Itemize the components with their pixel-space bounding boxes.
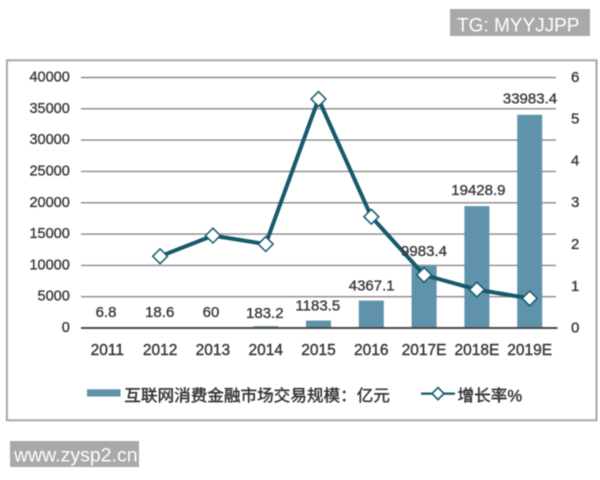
svg-text:0: 0 [571, 320, 579, 337]
svg-text:25000: 25000 [29, 163, 69, 179]
svg-text:2017E: 2017E [402, 342, 447, 359]
svg-text:183.2: 183.2 [246, 305, 284, 322]
svg-text:4367.1: 4367.1 [349, 278, 395, 295]
svg-text:10000: 10000 [29, 257, 69, 273]
svg-text:60: 60 [203, 304, 220, 321]
svg-text:%: % [507, 386, 522, 405]
svg-text:2: 2 [571, 236, 579, 253]
svg-text:3: 3 [571, 194, 579, 211]
svg-text:2014: 2014 [248, 342, 283, 359]
svg-text:30000: 30000 [29, 132, 69, 148]
svg-text:2012: 2012 [143, 342, 177, 359]
svg-text:5000: 5000 [38, 289, 70, 305]
svg-text:2011: 2011 [91, 342, 124, 359]
svg-text:www.zysp2.cn: www.zysp2.cn [13, 445, 138, 467]
svg-text:6: 6 [571, 69, 579, 86]
svg-text:6.8: 6.8 [96, 304, 117, 321]
svg-text:20000: 20000 [29, 195, 69, 211]
svg-text:19428.9: 19428.9 [451, 182, 505, 199]
svg-text:15000: 15000 [29, 226, 69, 242]
svg-text:40000: 40000 [29, 70, 69, 86]
svg-text:2013: 2013 [196, 342, 230, 359]
svg-text:33983.4: 33983.4 [503, 90, 557, 107]
svg-text:TG: MYYJJPP: TG: MYYJJPP [457, 16, 579, 37]
svg-text:2018E: 2018E [454, 342, 499, 359]
svg-text:9983.4: 9983.4 [401, 243, 447, 260]
svg-text:1183.5: 1183.5 [295, 298, 340, 315]
svg-text:2019E: 2019E [507, 342, 552, 359]
svg-text:35000: 35000 [29, 101, 69, 117]
svg-text:2015: 2015 [301, 342, 335, 359]
svg-text:18.6: 18.6 [145, 304, 174, 321]
svg-text:1: 1 [571, 278, 579, 295]
svg-text:0: 0 [62, 320, 70, 336]
svg-text:4: 4 [571, 153, 579, 170]
svg-text:2016: 2016 [354, 342, 388, 359]
svg-text:5: 5 [571, 111, 579, 128]
